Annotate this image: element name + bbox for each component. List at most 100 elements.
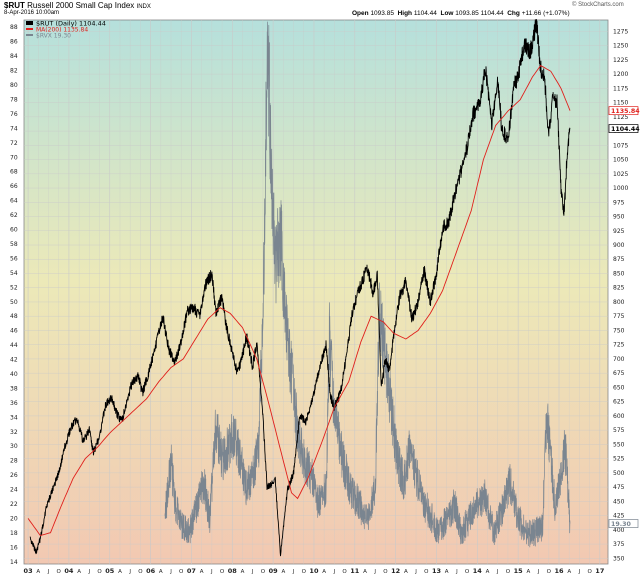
last-value-ma: 1135.84 bbox=[611, 108, 640, 115]
x-tick-label: O bbox=[97, 569, 102, 575]
right-tick-label: 575 bbox=[613, 427, 625, 434]
ohlc-readout: Open 1093.85 High 1104.44 Low 1093.85 11… bbox=[352, 10, 570, 17]
x-tick-label: J bbox=[169, 569, 172, 575]
high-label: High bbox=[397, 10, 413, 17]
x-tick-label: A bbox=[77, 569, 81, 575]
right-tick-label: 375 bbox=[613, 541, 625, 548]
right-tick-label: 550 bbox=[613, 441, 625, 448]
left-tick-label: 82 bbox=[10, 68, 18, 75]
right-tick-label: 850 bbox=[613, 270, 625, 277]
legend-price: $RUT (Daily) 1104.44 bbox=[36, 20, 106, 28]
x-tick-label: A bbox=[241, 569, 245, 575]
x-tick-label: O bbox=[465, 569, 470, 575]
ticker-symbol: $RUT bbox=[4, 1, 25, 10]
date-line: 8-Apr-2016 10:00am bbox=[4, 10, 60, 16]
right-axis: 350 375 400 425 450 475 500 525 550 575 600 625 650 6… bbox=[613, 28, 628, 562]
x-tick-label: O bbox=[261, 569, 266, 575]
x-tick-label: A bbox=[322, 569, 326, 575]
right-tick-label: 1200 bbox=[613, 71, 628, 78]
left-tick-label: 54 bbox=[10, 270, 18, 277]
right-tick-label: 950 bbox=[613, 214, 625, 221]
right-tick-label: 1275 bbox=[613, 28, 628, 35]
legend-swatch-price bbox=[26, 21, 33, 25]
right-tick-label: 1225 bbox=[613, 57, 628, 64]
left-tick-label: 58 bbox=[10, 241, 18, 248]
right-tick-label: 1025 bbox=[613, 171, 628, 178]
x-tick-label: J bbox=[578, 569, 581, 575]
last-value: 1104.44 bbox=[480, 10, 504, 17]
left-tick-label: 40 bbox=[10, 371, 18, 378]
left-axis: 14 16 18 20 22 24 26 28 30 32 34 36 38 40 42 44 46 48 50 52… bbox=[10, 24, 18, 566]
left-tick-label: 64 bbox=[10, 198, 18, 205]
low-label: Low bbox=[440, 10, 454, 17]
x-tick-label: A bbox=[118, 569, 122, 575]
right-tick-label: 1075 bbox=[613, 142, 628, 149]
left-tick-label: 50 bbox=[10, 299, 18, 306]
left-tick-label: 72 bbox=[10, 140, 18, 147]
right-tick-label: 1000 bbox=[613, 185, 628, 192]
x-tick-label: 03 bbox=[24, 567, 33, 575]
x-tick-label: J bbox=[333, 569, 336, 575]
left-tick-label: 76 bbox=[10, 111, 18, 118]
x-tick-label: O bbox=[383, 569, 388, 575]
right-tick-label: 750 bbox=[613, 327, 625, 334]
right-tick-label: 1250 bbox=[613, 43, 628, 50]
right-tick-label: 475 bbox=[613, 484, 625, 491]
left-tick-label: 52 bbox=[10, 284, 18, 291]
left-tick-label: 68 bbox=[10, 169, 18, 176]
left-tick-label: 84 bbox=[10, 53, 18, 60]
x-tick-label: O bbox=[587, 569, 592, 575]
left-tick-label: 86 bbox=[10, 39, 18, 46]
plot-area bbox=[23, 19, 609, 565]
right-tick-label: 625 bbox=[613, 399, 625, 406]
right-tick-label: 725 bbox=[613, 342, 625, 349]
x-tick-label: A bbox=[486, 569, 490, 575]
x-axis: 03 A J O 04 A J O 05 A J O 06 A J O 07 A J O 08 A J O 09 A J O 10 A J O… bbox=[24, 567, 605, 575]
left-tick-label: 60 bbox=[10, 227, 18, 234]
left-tick-label: 30 bbox=[10, 443, 18, 450]
left-tick-label: 48 bbox=[10, 313, 18, 320]
left-tick-label: 66 bbox=[10, 183, 18, 190]
x-tick-label: 11 bbox=[350, 567, 360, 575]
right-tick-label: 400 bbox=[613, 527, 625, 534]
right-tick-label: 825 bbox=[613, 285, 625, 292]
x-tick-label: J bbox=[496, 569, 499, 575]
x-tick-label: J bbox=[373, 569, 376, 575]
x-tick-label: 13 bbox=[432, 567, 441, 575]
x-tick-label: A bbox=[445, 569, 449, 575]
right-tick-label: 900 bbox=[613, 242, 625, 249]
series-layer bbox=[27, 19, 571, 557]
left-tick-label: 70 bbox=[10, 154, 18, 161]
x-tick-label: 16 bbox=[554, 567, 564, 575]
right-tick-label: 450 bbox=[613, 498, 625, 505]
left-tick-label: 80 bbox=[10, 82, 18, 89]
right-tick-label: 700 bbox=[613, 356, 625, 363]
right-tick-label: 800 bbox=[613, 299, 625, 306]
x-tick-label: 09 bbox=[269, 567, 279, 575]
last-value-rvx-box bbox=[608, 519, 639, 528]
last-value-tags: 1135.84 1104.44 19.30 bbox=[608, 106, 640, 528]
x-tick-label: J bbox=[88, 569, 91, 575]
left-tick-label: 36 bbox=[10, 400, 18, 407]
high-value: 1104.44 bbox=[413, 10, 437, 17]
x-tick-label: O bbox=[342, 569, 347, 575]
x-tick-label: 04 bbox=[64, 567, 74, 575]
legend-rvx: $RVX 19.30 bbox=[36, 33, 71, 40]
x-tick-label: O bbox=[138, 569, 143, 575]
left-tick-label: 20 bbox=[10, 515, 18, 522]
left-tick-label: 26 bbox=[10, 472, 18, 479]
left-tick-label: 34 bbox=[10, 414, 18, 421]
x-tick-label: A bbox=[567, 569, 571, 575]
x-tick-label: 10 bbox=[309, 567, 319, 575]
x-tick-label: J bbox=[455, 569, 458, 575]
x-tick-label: O bbox=[179, 569, 184, 575]
legend-ma: MA(200) 1135.84 bbox=[36, 27, 88, 34]
left-tick-label: 62 bbox=[10, 212, 18, 219]
left-tick-label: 24 bbox=[10, 487, 18, 494]
x-tick-label: O bbox=[220, 569, 225, 575]
right-tick-label: 500 bbox=[613, 470, 625, 477]
right-tick-label: 425 bbox=[613, 513, 625, 520]
x-tick-label: 05 bbox=[105, 567, 115, 575]
last-value-rvx: 19.30 bbox=[611, 521, 632, 528]
